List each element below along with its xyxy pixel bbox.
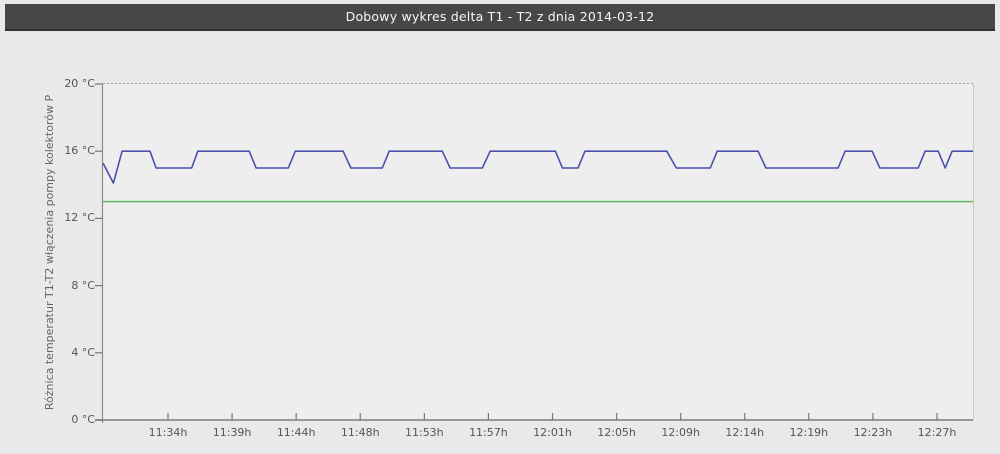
chart-title: Dobowy wykres delta T1 - T2 z dnia 2014-… bbox=[345, 9, 655, 24]
y-tick-label: 0 °C bbox=[71, 413, 95, 426]
delta-t1-t2-line bbox=[102, 150, 973, 184]
y-tick-label: 12 °C bbox=[64, 211, 95, 225]
y-tick-label: 20 °C bbox=[64, 77, 95, 90]
x-tick-label: 12:05h bbox=[597, 426, 636, 439]
x-tick-label: 12:23h bbox=[853, 426, 893, 439]
x-tick-label: 11:57h bbox=[469, 426, 508, 439]
x-tick-label: 12:19h bbox=[789, 426, 829, 439]
x-tick-label: 12:27h bbox=[917, 426, 957, 439]
plot-area-background bbox=[103, 84, 973, 420]
x-tick-label: 11:53h bbox=[404, 426, 444, 439]
y-tick-label: 8 °C bbox=[71, 278, 95, 292]
x-tick-label: 12:01h bbox=[533, 426, 572, 439]
x-tick-label: 11:44h bbox=[276, 426, 316, 439]
y-tick-label: 4 °C bbox=[71, 345, 95, 359]
y-tick-label: 16 °C bbox=[64, 144, 95, 158]
x-tick-label: 11:34h bbox=[148, 426, 188, 439]
x-tick-label: 12:14h bbox=[725, 426, 765, 439]
x-tick-label: 11:48h bbox=[340, 426, 380, 439]
x-tick-label: 11:39h bbox=[212, 426, 252, 439]
chart-title-bar: Dobowy wykres delta T1 - T2 z dnia 2014-… bbox=[5, 4, 995, 31]
x-tick-label: 12:09h bbox=[661, 426, 700, 439]
